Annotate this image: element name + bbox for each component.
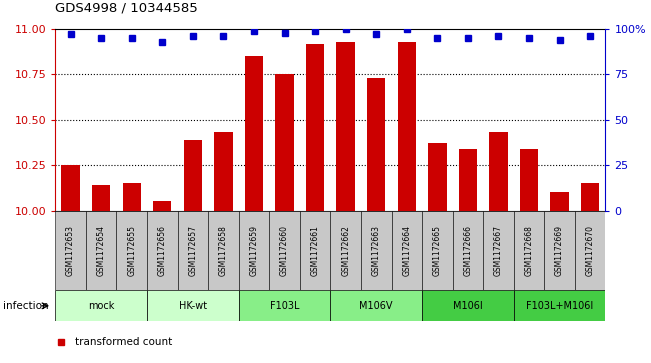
Bar xyxy=(459,149,477,211)
Bar xyxy=(245,56,263,211)
Text: GSM1172656: GSM1172656 xyxy=(158,225,167,276)
Bar xyxy=(483,211,514,290)
Bar xyxy=(61,165,80,211)
Bar xyxy=(490,132,508,211)
Bar xyxy=(398,42,416,211)
Bar xyxy=(208,211,239,290)
Bar xyxy=(575,211,605,290)
Text: GSM1172668: GSM1172668 xyxy=(525,225,534,276)
Text: GSM1172661: GSM1172661 xyxy=(311,225,320,276)
Text: GDS4998 / 10344585: GDS4998 / 10344585 xyxy=(55,1,198,15)
Text: transformed count: transformed count xyxy=(75,337,172,347)
Bar xyxy=(361,211,391,290)
Bar xyxy=(428,143,447,211)
Text: GSM1172653: GSM1172653 xyxy=(66,225,75,276)
Bar xyxy=(300,211,331,290)
Bar xyxy=(178,211,208,290)
Bar xyxy=(391,211,422,290)
Bar xyxy=(147,290,239,321)
Text: F103L+M106I: F103L+M106I xyxy=(526,301,593,311)
Bar xyxy=(92,185,111,211)
Text: GSM1172654: GSM1172654 xyxy=(97,225,105,276)
Bar xyxy=(239,211,270,290)
Text: GSM1172662: GSM1172662 xyxy=(341,225,350,276)
Bar xyxy=(514,211,544,290)
Text: GSM1172663: GSM1172663 xyxy=(372,225,381,276)
Bar xyxy=(239,290,331,321)
Text: GSM1172665: GSM1172665 xyxy=(433,225,442,276)
Bar xyxy=(422,211,452,290)
Text: infection: infection xyxy=(3,301,49,311)
Text: GSM1172664: GSM1172664 xyxy=(402,225,411,276)
Bar xyxy=(153,201,171,211)
Bar xyxy=(86,211,117,290)
Text: F103L: F103L xyxy=(270,301,299,311)
Bar xyxy=(337,42,355,211)
Text: GSM1172658: GSM1172658 xyxy=(219,225,228,276)
Text: HK-wt: HK-wt xyxy=(179,301,207,311)
Bar xyxy=(422,290,514,321)
Text: GSM1172667: GSM1172667 xyxy=(494,225,503,276)
Bar xyxy=(331,290,422,321)
Bar xyxy=(514,290,605,321)
Text: GSM1172666: GSM1172666 xyxy=(464,225,473,276)
Bar xyxy=(306,44,324,211)
Text: GSM1172657: GSM1172657 xyxy=(188,225,197,276)
Text: M106V: M106V xyxy=(359,301,393,311)
Text: GSM1172655: GSM1172655 xyxy=(127,225,136,276)
Text: GSM1172659: GSM1172659 xyxy=(249,225,258,276)
Bar xyxy=(55,211,86,290)
Text: mock: mock xyxy=(88,301,115,311)
Bar xyxy=(270,211,300,290)
Text: GSM1172670: GSM1172670 xyxy=(586,225,594,276)
Bar xyxy=(117,211,147,290)
Bar xyxy=(367,78,385,211)
Bar xyxy=(275,74,294,211)
Bar xyxy=(452,211,483,290)
Bar xyxy=(520,149,538,211)
Bar xyxy=(184,140,202,211)
Text: M106I: M106I xyxy=(453,301,483,311)
Text: GSM1172669: GSM1172669 xyxy=(555,225,564,276)
Bar xyxy=(544,211,575,290)
Bar xyxy=(55,290,147,321)
Bar xyxy=(147,211,178,290)
Text: GSM1172660: GSM1172660 xyxy=(280,225,289,276)
Bar xyxy=(551,192,569,211)
Bar xyxy=(581,183,600,211)
Bar xyxy=(122,183,141,211)
Bar xyxy=(331,211,361,290)
Bar xyxy=(214,132,232,211)
